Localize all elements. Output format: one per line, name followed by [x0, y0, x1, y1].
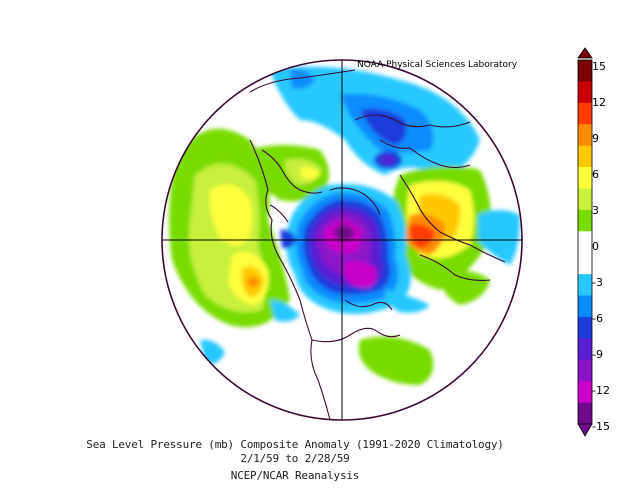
- colorbar-segment: [578, 338, 592, 361]
- colorbar-segment: [578, 402, 592, 425]
- colorbar-segment: [578, 274, 592, 297]
- colorbar-segment: [578, 188, 592, 211]
- colorbar-tick-label: -15: [592, 420, 610, 433]
- caption-title: Sea Level Pressure (mb) Composite Anomal…: [86, 438, 504, 451]
- colorbar-tick-label: 0: [592, 240, 599, 253]
- colorbar-segment: [578, 60, 592, 82]
- colorbar-bottom-arrow: [577, 423, 593, 437]
- colorbar-segment: [578, 167, 592, 189]
- caption-source: NCEP/NCAR Reanalysis: [230, 469, 360, 482]
- grid-lines: [162, 60, 522, 420]
- colorbar-tick-label: -6: [592, 312, 603, 325]
- colorbar-segment: [578, 124, 592, 147]
- colorbar-tick-label: 15: [592, 60, 606, 73]
- colorbar-segment: [578, 145, 592, 168]
- colorbar-frame: [577, 59, 593, 425]
- colorbar-tick-label: -3: [592, 276, 603, 289]
- colorbar-top-arrow: [577, 47, 593, 59]
- colorbar-tick-label: -12: [592, 384, 610, 397]
- colorbar-tick-label: 3: [592, 204, 599, 217]
- colorbar-tick-label: 12: [592, 96, 606, 109]
- colorbar-segment: [578, 209, 592, 232]
- caption-dates: 2/1/59 to 2/28/59: [240, 452, 350, 465]
- colorbar-tick-label: 6: [592, 168, 599, 181]
- colorbar-tick-label: 9: [592, 132, 599, 145]
- colorbar: [577, 47, 593, 437]
- credit-label: NOAA Physical Sciences Laboratory: [357, 60, 518, 70]
- colorbar-tick-label: -9: [592, 348, 603, 361]
- coastlines: [249, 69, 506, 420]
- colorbar-segment: [578, 316, 592, 339]
- colorbar-segment: [578, 381, 592, 404]
- colorbar-segment: [578, 231, 592, 254]
- colorbar-segment: [578, 102, 592, 125]
- colorbar-segment: [578, 359, 592, 382]
- colorbar-segment: [578, 295, 592, 318]
- colorbar-segment: [578, 252, 592, 275]
- globe-border: [161, 59, 523, 421]
- colorbar-segment: [578, 81, 592, 104]
